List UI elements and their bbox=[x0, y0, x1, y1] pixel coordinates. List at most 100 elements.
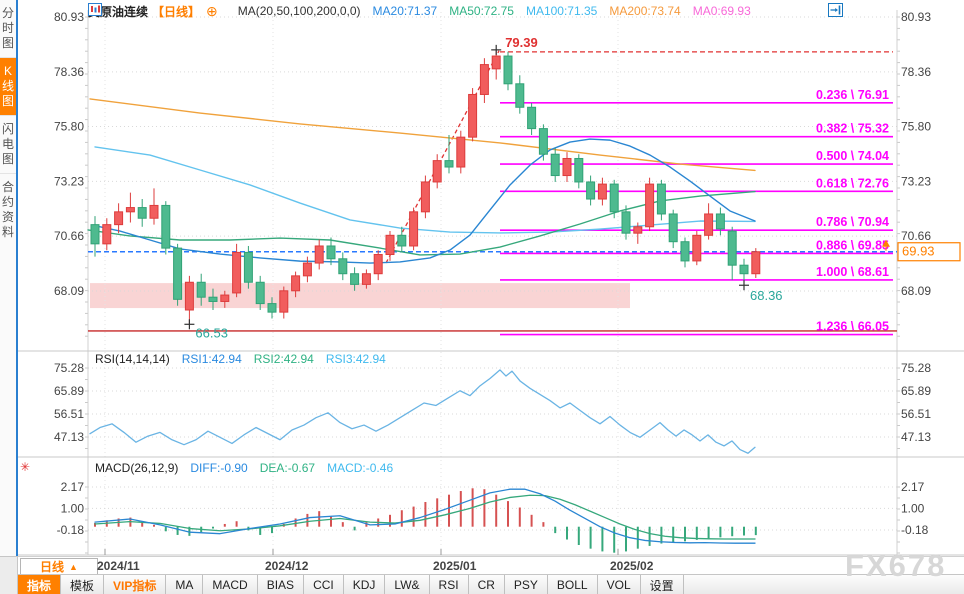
sidebar-item-kline-chart[interactable]: K线图 bbox=[0, 57, 16, 115]
macd-formula: MACD(26,12,9) bbox=[95, 461, 179, 475]
rsi1-value: RSI1:42.94 bbox=[181, 352, 242, 366]
svg-text:1.000 \ 68.61: 1.000 \ 68.61 bbox=[816, 265, 889, 279]
svg-text:0.786 \ 70.94: 0.786 \ 70.94 bbox=[816, 215, 889, 229]
date-label-2: 2025/01 bbox=[433, 559, 477, 573]
svg-text:56.51: 56.51 bbox=[54, 407, 84, 421]
svg-text:0.236 \ 76.91: 0.236 \ 76.91 bbox=[816, 88, 889, 102]
toolbar-item-lw[interactable]: LW& bbox=[385, 575, 430, 594]
toolbar-item-bias[interactable]: BIAS bbox=[258, 575, 305, 594]
period-badge[interactable]: 【日线】 bbox=[152, 4, 201, 19]
ma20-value: MA20:71.37 bbox=[372, 4, 438, 18]
svg-text:66.53: 66.53 bbox=[195, 325, 228, 340]
axis-labels: 80.93 80.93 78.36 78.36 75.80 75.80 73.23 73.23… bbox=[54, 10, 931, 298]
ma100-value: MA100:71.35 bbox=[525, 4, 598, 18]
svg-text:70.66: 70.66 bbox=[54, 229, 84, 243]
svg-text:75.28: 75.28 bbox=[54, 361, 84, 375]
toolbar-item-cci[interactable]: CCI bbox=[304, 575, 344, 594]
highlight-band bbox=[90, 283, 630, 309]
toolbar-item-settings[interactable]: 设置 bbox=[641, 575, 684, 594]
toolbar-item-cr[interactable]: CR bbox=[469, 575, 505, 594]
chart-header: 美原油连续 【日线】 ⊕ MA(20,50,100,200,0,0) MA20:… bbox=[88, 3, 751, 19]
svg-text:75.80: 75.80 bbox=[901, 119, 931, 133]
toolbar-item-kdj[interactable]: KDJ bbox=[344, 575, 386, 594]
ma50-value: MA50:72.75 bbox=[449, 4, 514, 18]
svg-text:0.618 \ 72.76: 0.618 \ 72.76 bbox=[816, 176, 889, 190]
period-selector[interactable]: 日线 ▲ bbox=[20, 558, 98, 575]
svg-text:56.51: 56.51 bbox=[901, 407, 931, 421]
grid-layer bbox=[0, 10, 964, 556]
chevron-up-icon: ▲ bbox=[69, 561, 78, 572]
toolbar-item-vip-indicators[interactable]: VIP指标 bbox=[104, 575, 167, 594]
left-sidebar: 分时图 K线图 闪电图 合约资料 bbox=[0, 0, 18, 556]
toolbar-item-indicators[interactable]: 指标 bbox=[18, 575, 62, 594]
ma200-value: MA200:73.74 bbox=[609, 4, 681, 18]
period-selector-label: 日线 bbox=[40, 560, 65, 574]
date-label-0: 2024/11 bbox=[97, 559, 140, 573]
pan-right-icon[interactable] bbox=[828, 3, 897, 17]
toolbar-item-ma[interactable]: MA bbox=[166, 575, 204, 594]
scale-y-axis-icon[interactable] bbox=[828, 3, 861, 17]
macd-header: MACD(26,12,9) DIFF:-0.90 DEA:-0.67 MACD:… bbox=[95, 461, 393, 475]
diff-value: DIFF:-0.90 bbox=[190, 461, 248, 475]
svg-text:78.36: 78.36 bbox=[901, 65, 931, 79]
svg-text:47.13: 47.13 bbox=[901, 430, 931, 444]
current-price-marker: 69.93 bbox=[882, 239, 961, 262]
svg-text:79.39: 79.39 bbox=[505, 35, 538, 50]
svg-text:68.09: 68.09 bbox=[901, 284, 931, 298]
date-axis-row: 日线 ▲ 2024/11 2024/12 2025/01 2025/02 bbox=[0, 556, 964, 575]
svg-text:47.13: 47.13 bbox=[54, 430, 84, 444]
svg-text:1.00: 1.00 bbox=[61, 501, 85, 515]
add-compare-icon[interactable]: ⊕ bbox=[206, 2, 218, 19]
svg-text:70.66: 70.66 bbox=[901, 229, 931, 243]
rsi-formula: RSI(14,14,14) bbox=[95, 352, 170, 366]
sidebar-item-lightning-chart[interactable]: 闪电图 bbox=[0, 115, 16, 173]
indicator-settings-icon[interactable]: ✳ bbox=[20, 460, 31, 474]
toolbar-item-rsi[interactable]: RSI bbox=[430, 575, 469, 594]
candles-layer bbox=[90, 49, 761, 325]
bottom-left-cell bbox=[0, 556, 18, 594]
svg-text:65.89: 65.89 bbox=[54, 384, 84, 398]
svg-text:1.00: 1.00 bbox=[901, 501, 925, 515]
ma-formula: MA(20,50,100,200,0,0) bbox=[237, 4, 361, 18]
svg-text:2.17: 2.17 bbox=[61, 480, 85, 494]
svg-text:78.36: 78.36 bbox=[54, 65, 84, 79]
rsi3-value: RSI3:42.94 bbox=[325, 352, 386, 366]
ma0-value: MA0:69.93 bbox=[692, 4, 751, 18]
annotations: 79.39 66.53 68.36 0.236 \ 76.91 0.382 \ 75.3… bbox=[184, 35, 889, 340]
svg-text:80.93: 80.93 bbox=[54, 10, 84, 24]
svg-text:0.382 \ 75.32: 0.382 \ 75.32 bbox=[816, 122, 889, 136]
svg-text:1.236 \ 66.05: 1.236 \ 66.05 bbox=[816, 320, 889, 334]
svg-text:-0.18: -0.18 bbox=[901, 523, 929, 537]
toolbar-item-macd[interactable]: MACD bbox=[203, 575, 258, 594]
chart-toolbar-icons bbox=[828, 3, 897, 17]
bottom-toolbar: 指标 模板 VIP指标 MA MACD BIAS CCI KDJ LW& RSI CR PSY BOLL… bbox=[18, 574, 964, 594]
rsi2-value: RSI2:42.94 bbox=[253, 352, 314, 366]
macd-value: MACD:-0.46 bbox=[327, 461, 394, 475]
rsi-header: RSI(14,14,14) RSI1:42.94 RSI2:42.94 RSI3… bbox=[95, 352, 386, 366]
svg-text:75.28: 75.28 bbox=[901, 361, 931, 375]
scale-x-axis-icon[interactable] bbox=[828, 3, 879, 17]
toolbar-item-templates[interactable]: 模板 bbox=[61, 575, 105, 594]
sidebar-item-time-chart[interactable]: 分时图 bbox=[1, 6, 14, 50]
svg-text:2.17: 2.17 bbox=[901, 480, 925, 494]
svg-text:68.09: 68.09 bbox=[54, 284, 84, 298]
svg-text:65.89: 65.89 bbox=[901, 384, 931, 398]
svg-text:73.23: 73.23 bbox=[54, 174, 84, 188]
date-label-3: 2025/02 bbox=[610, 559, 654, 573]
svg-text:75.80: 75.80 bbox=[54, 119, 84, 133]
dea-value: DEA:-0.67 bbox=[259, 461, 316, 475]
svg-text:0.500 \ 74.04: 0.500 \ 74.04 bbox=[816, 149, 889, 163]
toolbar-item-psy[interactable]: PSY bbox=[505, 575, 548, 594]
macd-pane: 2.17 2.17 1.00 1.00 -0.18 -0.18 bbox=[57, 480, 929, 553]
svg-text:-0.18: -0.18 bbox=[57, 523, 85, 537]
date-label-1: 2024/12 bbox=[265, 559, 309, 573]
toolbar-item-vol[interactable]: VOL bbox=[598, 575, 641, 594]
svg-text:80.93: 80.93 bbox=[901, 10, 931, 24]
svg-text:0.886 \ 69.85: 0.886 \ 69.85 bbox=[816, 238, 889, 252]
svg-text:68.36: 68.36 bbox=[750, 288, 783, 303]
toolbar-item-boll[interactable]: BOLL bbox=[548, 575, 598, 594]
sidebar-item-contract-info[interactable]: 合约资料 bbox=[0, 173, 16, 246]
svg-text:69.93: 69.93 bbox=[902, 244, 935, 259]
